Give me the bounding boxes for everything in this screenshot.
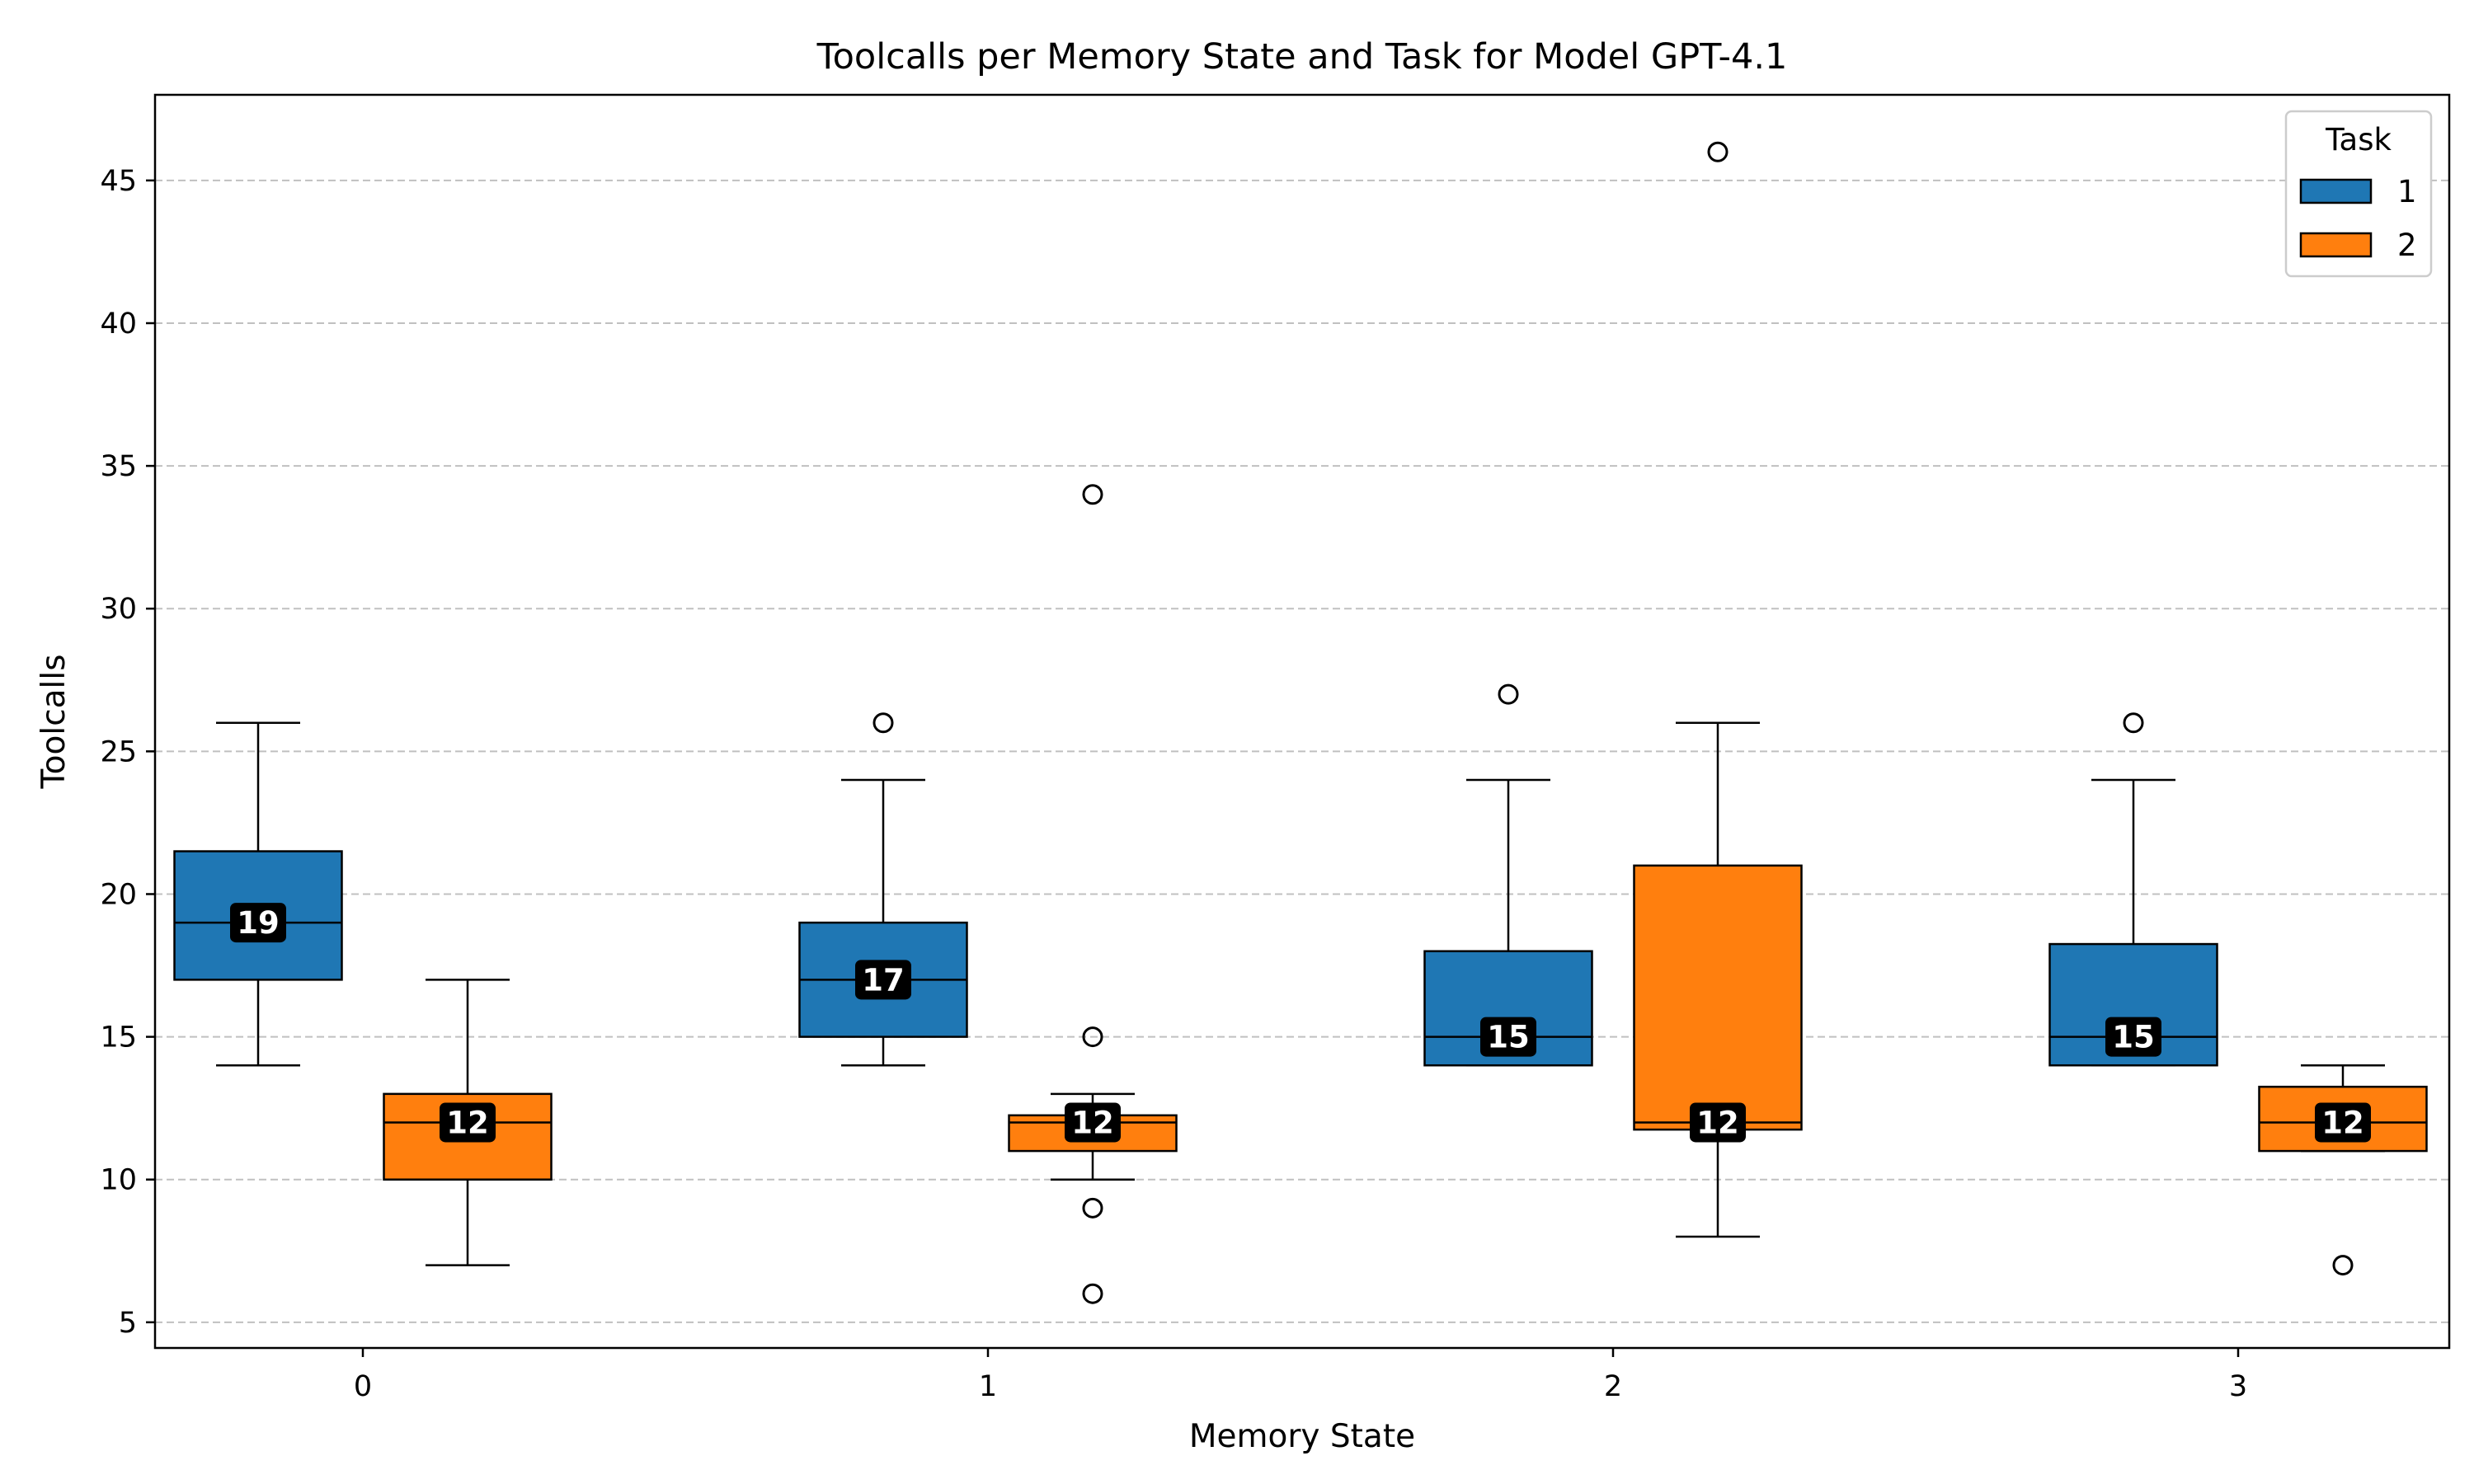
median-label-task2-state1: 12 (1065, 1102, 1121, 1143)
median-label-task1-state3: 15 (2105, 1017, 2161, 1057)
y-axis-ticks: 5 10 15 20 25 30 35 40 45 (100, 165, 155, 1340)
median-label-badge (1065, 1102, 1121, 1143)
median-label-text: 17 (862, 962, 905, 998)
outlier-point (1498, 683, 1519, 705)
x-tick-label-1: 1 (979, 1370, 997, 1403)
median-label-text: 12 (2321, 1105, 2364, 1140)
median-label-badge (230, 903, 286, 943)
chart-title: Toolcalls per Memory State and Task for … (816, 36, 1788, 77)
x-tick-label-2: 2 (1604, 1370, 1622, 1403)
y-tick-label-40: 40 (100, 308, 137, 340)
outlier-point (1082, 1283, 1103, 1304)
median-label-badge (855, 960, 911, 1000)
y-tick-label-10: 10 (100, 1164, 137, 1197)
y-tick-label-20: 20 (100, 878, 137, 911)
y-tick-label-30: 30 (100, 593, 137, 626)
outlier-point (2123, 712, 2144, 734)
median-label-text: 12 (1696, 1105, 1739, 1140)
median-label-text: 12 (446, 1105, 489, 1140)
median-label-task1-state2: 15 (1480, 1017, 1536, 1057)
x-axis-ticks: 0 1 2 3 (354, 1348, 2247, 1403)
outlier-point (1707, 141, 1729, 162)
y-tick-label-5: 5 (119, 1307, 137, 1340)
legend-swatch-2 (2299, 232, 2373, 258)
x-tick-label-0: 0 (354, 1370, 372, 1403)
legend-label-2: 2 (2397, 228, 2417, 263)
median-label-task2-state3: 12 (2315, 1102, 2371, 1143)
legend-title: Task (2325, 122, 2392, 157)
median-label-badge (440, 1102, 496, 1143)
x-axis-label: Memory State (1189, 1418, 1415, 1455)
median-label-task2-state2: 12 (1690, 1102, 1746, 1143)
y-axis-label: Toolcalls (35, 654, 73, 789)
median-label-badge (1690, 1102, 1746, 1143)
y-tick-label-25: 25 (100, 735, 137, 768)
median-label-task1-state1: 17 (855, 960, 911, 1000)
median-labels: 19 17 15 15 12 12 12 12 (230, 903, 2371, 1143)
box-task2-state2 (1633, 141, 1803, 1238)
outlier-point (1082, 1026, 1103, 1048)
median-label-text: 15 (1487, 1020, 1530, 1055)
plot-area-frame (153, 93, 2451, 1350)
legend-swatch-1 (2299, 178, 2373, 204)
outlier-point (872, 712, 894, 734)
legend: Task 1 2 (2284, 110, 2433, 278)
outlier-point (1082, 484, 1103, 505)
iqr-box (1633, 864, 1803, 1131)
legend-label-1: 1 (2397, 174, 2417, 209)
outlier-point (2332, 1255, 2354, 1276)
median-label-task2-state0: 12 (440, 1102, 496, 1143)
median-label-text: 15 (2112, 1020, 2155, 1055)
median-label-badge (2315, 1102, 2371, 1143)
y-tick-label-15: 15 (100, 1021, 137, 1054)
y-tick-label-45: 45 (100, 165, 137, 198)
median-label-task1-state0: 19 (230, 903, 286, 943)
x-tick-label-3: 3 (2229, 1370, 2247, 1403)
y-tick-label-35: 35 (100, 450, 137, 483)
median-label-text: 12 (1071, 1105, 1114, 1140)
median-label-badge (1480, 1017, 1536, 1057)
median-label-badge (2105, 1017, 2161, 1057)
median-label-text: 19 (237, 905, 280, 941)
outlier-point (1082, 1197, 1103, 1219)
